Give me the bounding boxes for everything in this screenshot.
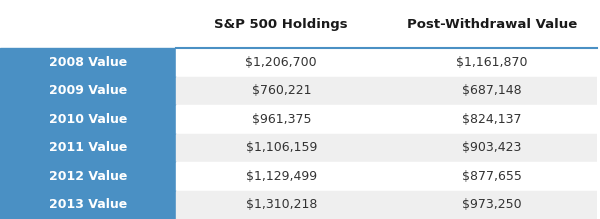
Text: 2009 Value: 2009 Value [49,84,127,97]
Text: Post-Withdrawal Value: Post-Withdrawal Value [407,18,577,31]
Text: $1,310,218: $1,310,218 [245,198,317,211]
Text: 2013 Value: 2013 Value [49,198,127,211]
Text: $824,137: $824,137 [462,113,521,126]
Text: $961,375: $961,375 [251,113,311,126]
Bar [0,162,176,191]
Text: $973,250: $973,250 [462,198,521,211]
Text: $903,423: $903,423 [462,141,521,154]
Text: S&P 500 Holdings: S&P 500 Holdings [214,18,348,31]
Text: 2010 Value: 2010 Value [49,113,127,126]
Text: $1,106,159: $1,106,159 [245,141,317,154]
Bar [176,48,597,77]
Bar [176,77,597,105]
Text: $877,655: $877,655 [462,170,521,183]
Text: $1,206,700: $1,206,700 [245,56,317,69]
Text: 2008 Value: 2008 Value [49,56,127,69]
Bar [0,77,176,105]
Bar [176,191,597,219]
Bar [176,134,597,162]
Bar [0,191,176,219]
Bar [176,105,597,134]
Text: 2011 Value: 2011 Value [49,141,127,154]
Text: 2012 Value: 2012 Value [49,170,127,183]
Text: $1,129,499: $1,129,499 [245,170,317,183]
Bar [0,0,597,48]
Text: $1,161,870: $1,161,870 [456,56,527,69]
Text: $760,221: $760,221 [251,84,311,97]
Bar [0,105,176,134]
Bar [176,162,597,191]
Bar [0,134,176,162]
Bar [0,48,176,77]
Text: $687,148: $687,148 [462,84,521,97]
